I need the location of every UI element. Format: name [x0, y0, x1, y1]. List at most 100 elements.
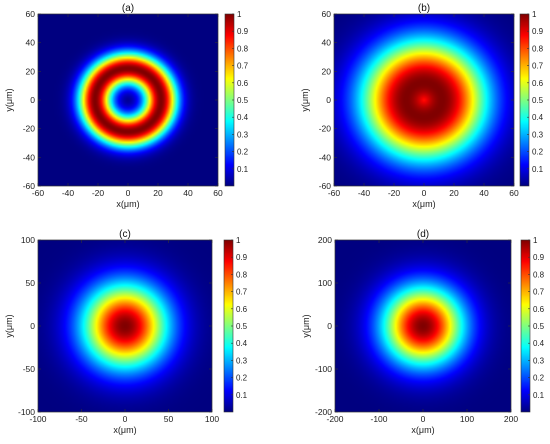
x-tick-label: 100 [205, 414, 219, 424]
x-tick-label: 20 [153, 188, 163, 198]
y-tick-label: 0 [30, 95, 35, 105]
y-tick-label: 60 [26, 9, 36, 19]
colorbar-tick-label: 0.4 [533, 339, 545, 348]
y-tick-label: 100 [318, 278, 332, 288]
colorbar-tick-label: 0.4 [532, 113, 544, 122]
colorbar-tick-label: 0.8 [236, 270, 248, 279]
y-tick-label: 20 [26, 66, 36, 76]
y-tick-label: -60 [319, 181, 332, 191]
panel-b: -60 -40 -20 0 20 40 60 -60 -40 -20 0 20 40 60 (b) x(μm)… [300, 3, 544, 209]
y-axis-label: y(μm) [4, 314, 14, 337]
colorbar-tick-label: 0.7 [532, 62, 544, 71]
colorbar-tick-label: 0.5 [236, 322, 248, 331]
heatmap-image [38, 240, 212, 412]
x-tick-label: -20 [388, 188, 401, 198]
x-tick-label: 0 [126, 188, 131, 198]
x-axis-label: x(μm) [412, 199, 435, 209]
colorbar [225, 14, 234, 186]
colorbar [224, 240, 233, 412]
colorbar-tick-label: 0.7 [533, 288, 545, 297]
y-tick-label: -60 [23, 181, 36, 191]
colorbar-tick-label: 1 [533, 236, 538, 245]
y-tick-label: 60 [322, 9, 332, 19]
colorbar-tick-label: 1 [532, 10, 537, 19]
x-tick-label: -50 [75, 414, 88, 424]
x-tick-label: 100 [460, 414, 474, 424]
x-tick-label: 0 [421, 414, 426, 424]
colorbar-tick-label: 0.4 [236, 339, 248, 348]
colorbar-tick-label: 1 [237, 10, 242, 19]
y-tick-label: -100 [18, 407, 35, 417]
x-tick-label: 200 [504, 414, 518, 424]
x-tick-label: 40 [183, 188, 193, 198]
x-tick-label: -60 [328, 188, 341, 198]
panel-d: -200 -100 0 100 200 -200 -100 0 100 200 (d) x(μm) y(… [301, 229, 545, 435]
panel-title: (c) [119, 229, 131, 240]
colorbar-tick-label: 0.7 [237, 62, 249, 71]
colorbar-tick-label: 0.9 [237, 27, 249, 36]
colorbar-tick-label: 0.5 [533, 322, 545, 331]
colorbar-tick-label: 0.9 [533, 253, 545, 262]
x-tick-label: -40 [358, 188, 371, 198]
x-tick-label: -200 [326, 414, 343, 424]
panel-a: -60 -40 -20 0 20 40 60 -60 -40 -20 0 20 40 60 (a) x(μm)… [4, 3, 249, 209]
colorbar-tick-label: 0.6 [532, 79, 544, 88]
y-axis-label: y(μm) [300, 88, 310, 111]
x-tick-label: -20 [92, 188, 105, 198]
y-tick-label: -50 [23, 364, 36, 374]
x-tick-label: 0 [123, 414, 128, 424]
y-tick-label: -20 [23, 124, 36, 134]
colorbar-tick-label: 0.4 [237, 113, 249, 122]
colorbar-tick-label: 0.2 [532, 148, 544, 157]
x-tick-label: 50 [164, 414, 174, 424]
x-tick-label: 60 [509, 188, 519, 198]
heatmap-image [334, 14, 514, 186]
heatmap-image [335, 240, 511, 412]
y-tick-label: -200 [315, 407, 332, 417]
colorbar-tick-label: 0.8 [237, 44, 249, 53]
colorbar-tick-label: 0.1 [236, 391, 248, 400]
colorbar-tick-label: 0.3 [236, 356, 248, 365]
colorbar-tick-label: 0.9 [532, 27, 544, 36]
colorbar [520, 14, 529, 186]
colorbar-tick-label: 0.5 [237, 96, 249, 105]
colorbar-tick-label: 0.6 [237, 79, 249, 88]
y-axis-label: y(μm) [301, 314, 311, 337]
x-axis-label: x(μm) [116, 199, 139, 209]
y-tick-label: 40 [26, 38, 36, 48]
y-tick-label: 100 [21, 235, 35, 245]
colorbar-tick-label: 0.5 [532, 96, 544, 105]
x-tick-label: 20 [449, 188, 459, 198]
y-tick-label: 200 [318, 235, 332, 245]
colorbar-tick-label: 0.2 [237, 148, 249, 157]
panel-title: (d) [417, 229, 429, 240]
y-tick-label: -40 [319, 152, 332, 162]
colorbar-tick-label: 0.2 [533, 374, 545, 383]
colorbar-tick-label: 0.7 [236, 288, 248, 297]
colorbar-tick-label: 0.1 [532, 165, 544, 174]
panel-c: -100 -50 0 50 100 -100 -50 0 50 100 (c) x(μm) y(μm) 0… [4, 229, 248, 435]
y-tick-label: 0 [30, 321, 35, 331]
y-tick-label: 0 [326, 95, 331, 105]
colorbar-tick-label: 0.8 [533, 270, 545, 279]
colorbar-tick-label: 0.3 [237, 130, 249, 139]
x-tick-label: 60 [213, 188, 223, 198]
colorbar-tick-label: 0.3 [533, 356, 545, 365]
x-tick-label: 40 [479, 188, 489, 198]
x-tick-label: -100 [370, 414, 387, 424]
panel-title: (a) [122, 3, 134, 14]
x-tick-label: -100 [29, 414, 46, 424]
colorbar-tick-label: 0.6 [236, 305, 248, 314]
x-tick-label: -40 [62, 188, 75, 198]
y-tick-label: 40 [322, 38, 332, 48]
y-tick-label: -100 [315, 364, 332, 374]
y-axis-label: y(μm) [4, 88, 14, 111]
y-tick-label: -20 [319, 124, 332, 134]
x-tick-label: -60 [32, 188, 45, 198]
panel-title: (b) [418, 3, 430, 14]
y-tick-label: -40 [23, 152, 36, 162]
x-tick-label: 0 [422, 188, 427, 198]
y-tick-label: 50 [26, 278, 36, 288]
colorbar [521, 240, 530, 412]
colorbar-tick-label: 0.6 [533, 305, 545, 314]
